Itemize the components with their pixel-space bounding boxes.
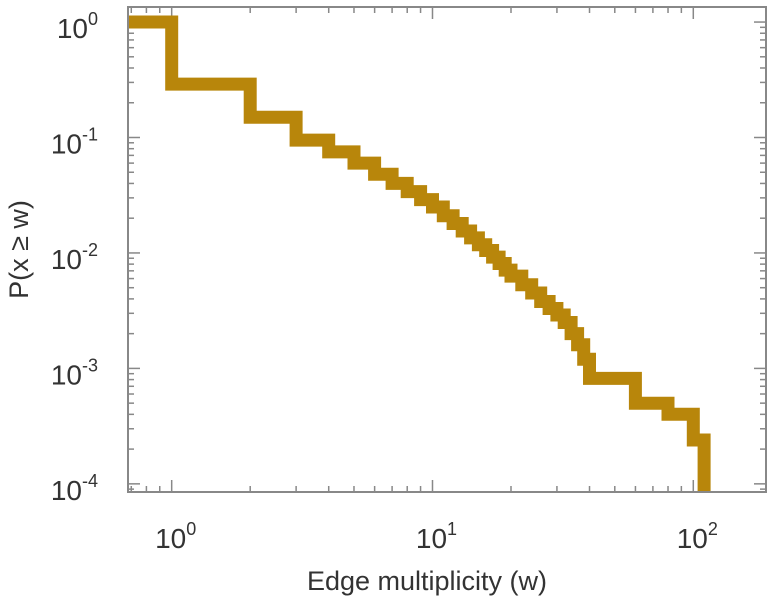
y-tick-exponent: -1 [82, 124, 98, 144]
x-tick-exponent: 2 [708, 519, 718, 539]
plot-frame [127, 6, 767, 493]
y-tick-label: 10-2 [51, 240, 98, 275]
x-tick-exponent: 1 [447, 519, 457, 539]
series-layer [128, 15, 711, 492]
y-tick-label: 10-4 [51, 471, 98, 506]
x-tick-exponent: 0 [186, 519, 196, 539]
x-tick-label: 100 [155, 519, 196, 554]
y-tick-exponent: -3 [82, 355, 98, 375]
y-tick-label: 100 [57, 9, 98, 44]
ccdf-step-line [128, 15, 711, 492]
y-tick-base: 10 [51, 244, 82, 275]
x-axis-label: Edge multiplicity (w) [307, 566, 547, 596]
y-tick-label: 10-1 [51, 124, 98, 159]
y-tick-exponent: -4 [82, 471, 98, 491]
y-axis-label: P(x ≥ w) [4, 200, 34, 299]
x-tick-base: 10 [677, 523, 708, 554]
y-tick-base: 10 [51, 128, 82, 159]
y-tick-base: 10 [51, 475, 82, 506]
y-tick-base: 10 [51, 359, 82, 390]
x-tick-base: 10 [155, 523, 186, 554]
y-tick-base: 10 [57, 13, 88, 44]
y-tick-exponent: 0 [88, 9, 98, 29]
x-tick-label: 101 [416, 519, 457, 554]
x-tick-base: 10 [416, 523, 447, 554]
y-tick-exponent: -2 [82, 240, 98, 260]
y-tick-label: 10-3 [51, 355, 98, 390]
x-tick-label: 102 [677, 519, 718, 554]
